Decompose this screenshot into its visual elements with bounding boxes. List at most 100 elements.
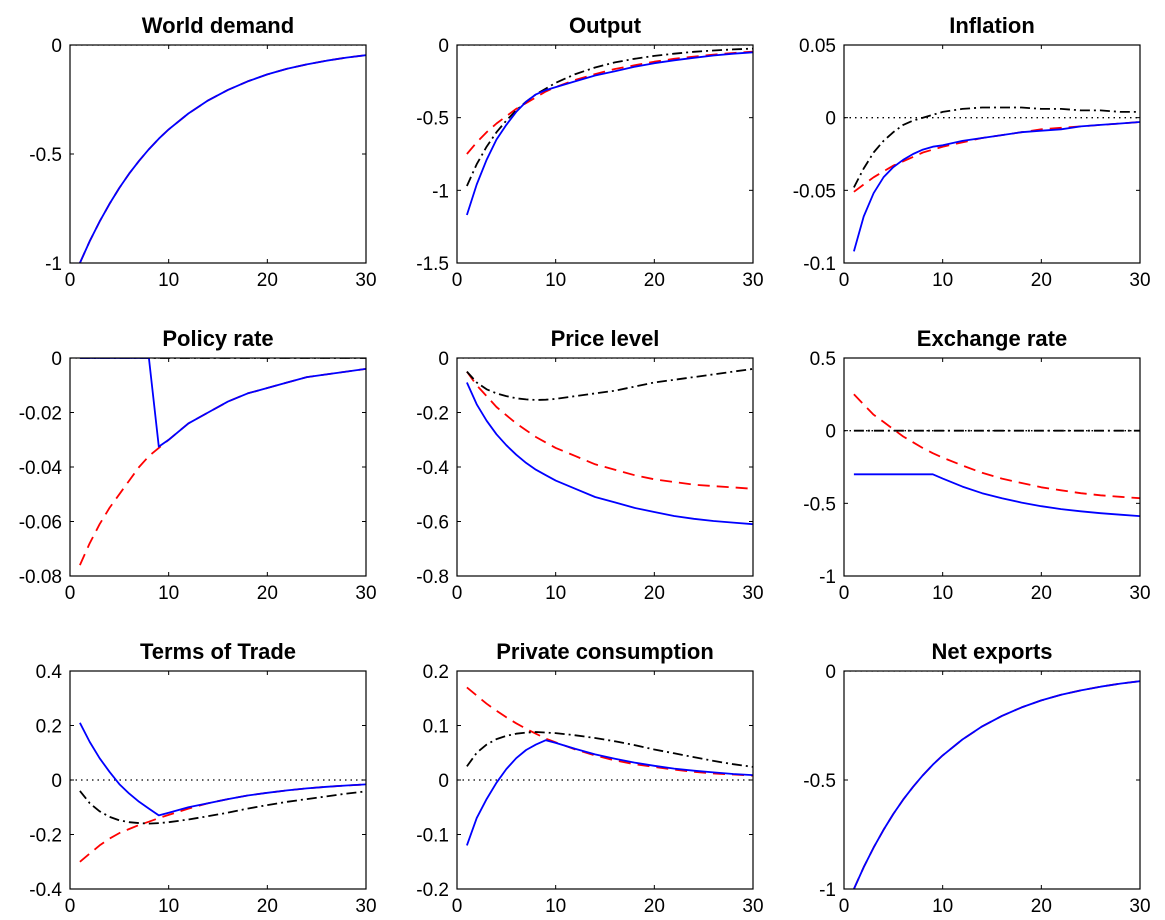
exchange-rate-series-blue bbox=[853, 473, 1140, 517]
inflation-xtick-label: 0 bbox=[839, 270, 850, 291]
output-xtick-label: 10 bbox=[545, 270, 566, 291]
price-level-series-black bbox=[466, 368, 753, 401]
policy-rate-panel: Policy rate 0 10 20 30 -0.08 -0.06 -0.04 -0.02 0 bbox=[19, 326, 377, 604]
terms-of-trade-xtick-label: 20 bbox=[257, 896, 278, 917]
inflation-xtick-label: 30 bbox=[1129, 270, 1150, 291]
private-consumption-xtick-label: 0 bbox=[452, 896, 463, 917]
terms-of-trade-ytick-label: 0.2 bbox=[36, 717, 62, 738]
world-demand-xtick-label: 10 bbox=[158, 270, 179, 291]
price-level-series-red bbox=[466, 371, 753, 490]
exchange-rate-ytick-label: 0 bbox=[825, 422, 836, 443]
private-consumption-series-black bbox=[466, 731, 753, 768]
terms-of-trade-series-black bbox=[79, 790, 366, 825]
world-demand-panel: World demand 0 10 20 30 -1 -0.5 0 bbox=[29, 13, 376, 291]
private-consumption-xtick-label: 30 bbox=[742, 896, 763, 917]
inflation-ytick-label: -0.05 bbox=[793, 181, 836, 202]
net-exports-ytick-label: 0 bbox=[825, 662, 836, 683]
exchange-rate-ytick-label: 0.5 bbox=[810, 349, 836, 370]
terms-of-trade-series-blue bbox=[79, 722, 366, 817]
inflation-ytick-label: -0.1 bbox=[803, 254, 836, 275]
policy-rate-series-blue bbox=[79, 358, 366, 448]
policy-rate-ytick-label: -0.02 bbox=[19, 404, 62, 425]
exchange-rate-xtick-label: 20 bbox=[1031, 583, 1052, 604]
exchange-rate-xtick-label: 10 bbox=[932, 583, 953, 604]
output-series-black bbox=[466, 47, 753, 187]
output-xtick-label: 0 bbox=[452, 270, 463, 291]
price-level-title: Price level bbox=[551, 326, 660, 351]
policy-rate-ytick-label: -0.08 bbox=[19, 567, 62, 588]
output-title: Output bbox=[569, 13, 642, 38]
output-series-blue bbox=[466, 51, 753, 216]
net-exports-ytick-label: -1 bbox=[819, 880, 836, 901]
inflation-series-blue bbox=[853, 121, 1140, 252]
policy-rate-ytick-label: -0.06 bbox=[19, 513, 62, 534]
output-ytick-label: 0 bbox=[438, 36, 449, 57]
terms-of-trade-xtick-label: 30 bbox=[355, 896, 376, 917]
inflation-panel: Inflation 0 10 20 30 -0.1 -0.05 0 0.05 bbox=[793, 13, 1151, 291]
terms-of-trade-xtick-label: 10 bbox=[158, 896, 179, 917]
price-level-panel: Price level 0 10 20 30 -0.8 -0.6 -0.4 -0.2 0 bbox=[416, 326, 763, 604]
net-exports-xtick-label: 0 bbox=[839, 896, 850, 917]
output-xtick-label: 20 bbox=[644, 270, 665, 291]
world-demand-ytick-label: -0.5 bbox=[29, 145, 62, 166]
net-exports-title: Net exports bbox=[931, 639, 1052, 664]
net-exports-xtick-label: 30 bbox=[1129, 896, 1150, 917]
price-level-xtick-label: 10 bbox=[545, 583, 566, 604]
private-consumption-panel: Private consumption 0 10 20 30 -0.2 -0.1 0 0.1 0.… bbox=[416, 639, 763, 917]
output-xtick-label: 30 bbox=[742, 270, 763, 291]
terms-of-trade-ytick-label: -0.2 bbox=[29, 826, 62, 847]
price-level-ytick-label: 0 bbox=[438, 349, 449, 370]
world-demand-xtick-label: 30 bbox=[355, 270, 376, 291]
private-consumption-ytick-label: 0.2 bbox=[423, 662, 449, 683]
price-level-ytick-label: -0.4 bbox=[416, 458, 449, 479]
policy-rate-xtick-label: 20 bbox=[257, 583, 278, 604]
inflation-ytick-label: 0.05 bbox=[799, 36, 836, 57]
exchange-rate-xtick-label: 30 bbox=[1129, 583, 1150, 604]
exchange-rate-series-red bbox=[853, 393, 1140, 500]
policy-rate-ytick-label: -0.04 bbox=[19, 458, 63, 479]
inflation-ytick-label: 0 bbox=[825, 109, 836, 130]
inflation-plot-area bbox=[843, 44, 1141, 264]
private-consumption-title: Private consumption bbox=[496, 639, 714, 664]
policy-rate-title: Policy rate bbox=[162, 326, 273, 351]
net-exports-ytick-label: -0.5 bbox=[803, 771, 836, 792]
price-level-ytick-label: -0.2 bbox=[416, 404, 449, 425]
exchange-rate-plot-area bbox=[843, 357, 1141, 577]
price-level-xtick-label: 0 bbox=[452, 583, 463, 604]
world-demand-ytick-label: 0 bbox=[51, 36, 62, 57]
private-consumption-ytick-label: -0.2 bbox=[416, 880, 449, 901]
private-consumption-series-blue bbox=[466, 739, 753, 846]
world-demand-xtick-label: 0 bbox=[65, 270, 76, 291]
terms-of-trade-ytick-label: 0.4 bbox=[36, 662, 63, 683]
price-level-ytick-label: -0.6 bbox=[416, 513, 449, 534]
price-level-xtick-label: 20 bbox=[644, 583, 665, 604]
inflation-xtick-label: 20 bbox=[1031, 270, 1052, 291]
policy-rate-xtick-label: 10 bbox=[158, 583, 179, 604]
world-demand-series-blue bbox=[79, 54, 366, 263]
policy-rate-ytick-label: 0 bbox=[51, 349, 62, 370]
private-consumption-xtick-label: 10 bbox=[545, 896, 566, 917]
terms-of-trade-ytick-label: 0 bbox=[51, 771, 62, 792]
terms-of-trade-ytick-label: -0.4 bbox=[29, 880, 62, 901]
world-demand-ytick-label: -1 bbox=[45, 254, 62, 275]
price-level-xtick-label: 30 bbox=[742, 583, 763, 604]
world-demand-title: World demand bbox=[142, 13, 294, 38]
private-consumption-ytick-label: 0 bbox=[438, 771, 449, 792]
output-ytick-label: -0.5 bbox=[416, 109, 449, 130]
exchange-rate-title: Exchange rate bbox=[917, 326, 1067, 351]
output-ytick-label: -1 bbox=[432, 181, 449, 202]
output-plot-area bbox=[456, 44, 754, 264]
private-consumption-xtick-label: 20 bbox=[644, 896, 665, 917]
net-exports-panel: Net exports 0 10 20 30 -1 -0.5 0 bbox=[803, 639, 1150, 917]
net-exports-xtick-label: 10 bbox=[932, 896, 953, 917]
private-consumption-ytick-label: -0.1 bbox=[416, 826, 449, 847]
net-exports-series-blue bbox=[853, 680, 1140, 889]
policy-rate-xtick-label: 30 bbox=[355, 583, 376, 604]
output-ytick-label: -1.5 bbox=[416, 254, 449, 275]
exchange-rate-xtick-label: 0 bbox=[839, 583, 850, 604]
policy-rate-xtick-label: 0 bbox=[65, 583, 76, 604]
terms-of-trade-xtick-label: 0 bbox=[65, 896, 76, 917]
exchange-rate-panel: Exchange rate 0 10 20 30 -1 -0.5 0 0.5 bbox=[803, 326, 1150, 604]
